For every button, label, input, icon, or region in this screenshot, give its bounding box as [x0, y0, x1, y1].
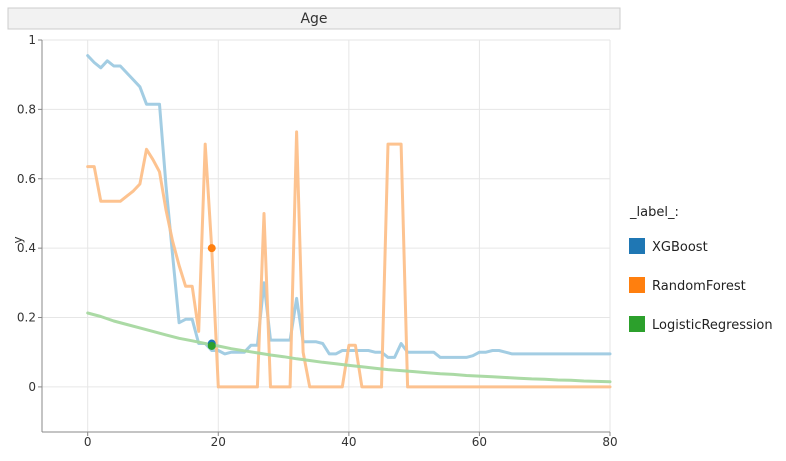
legend-swatch-randomforest — [629, 277, 645, 293]
legend-label-xgboost: XGBoost — [652, 240, 708, 255]
legend-title: _label_: — [629, 205, 679, 220]
x-tick-label: 40 — [341, 435, 356, 449]
y-tick-label: 0.4 — [17, 241, 36, 255]
legend-label-logisticregression: LogisticRegression — [652, 318, 773, 333]
marker-logisticregression — [207, 341, 216, 350]
x-tick-label: 60 — [472, 435, 487, 449]
legend-label-randomforest: RandomForest — [652, 279, 746, 294]
marker-randomforest — [207, 244, 216, 253]
series-markers — [207, 244, 216, 350]
y-tick-label: 0.8 — [17, 102, 36, 116]
axes: 0 20 40 60 80 0 0.2 0.4 0.6 0.8 1 — [17, 33, 618, 449]
grid-lines — [42, 39, 611, 432]
x-tick-label: 80 — [602, 435, 617, 449]
y-tick-label: 1 — [28, 33, 36, 47]
series-line-logisticregression — [86, 311, 612, 384]
legend-swatch-logisticregression — [629, 316, 645, 332]
series-line-randomforest — [86, 130, 612, 389]
legend-swatch-xgboost — [629, 238, 645, 254]
chart-title-bar: Age — [7, 7, 621, 30]
x-tick-label: 20 — [211, 435, 226, 449]
y-tick-label: 0 — [28, 380, 36, 394]
y-tick-label: 0.2 — [17, 311, 36, 325]
y-tick-label: 0.6 — [17, 172, 36, 186]
x-tick-label: 0 — [84, 435, 92, 449]
y-axis-label: y — [11, 236, 25, 243]
chart-title: Age — [300, 11, 327, 27]
legend: _label_: XGBoost RandomForest LogisticRegr… — [629, 205, 773, 333]
series-lines — [86, 54, 612, 389]
title-background — [7, 7, 621, 30]
